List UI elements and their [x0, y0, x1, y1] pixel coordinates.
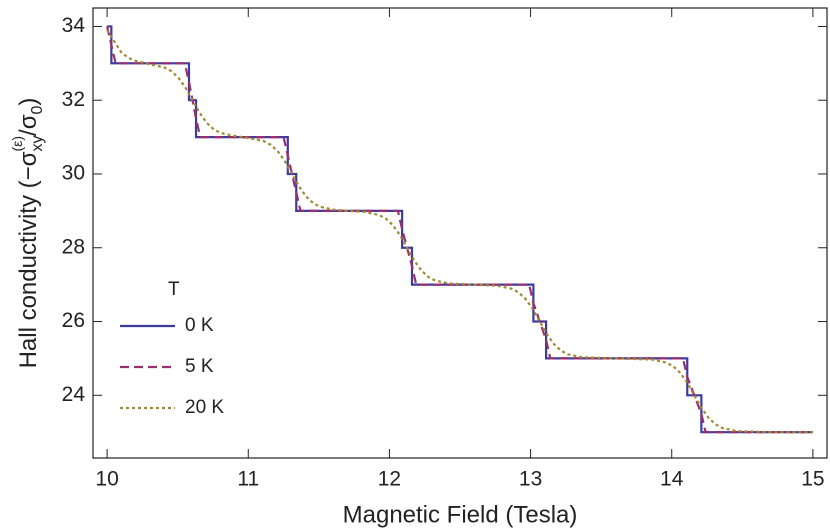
x-tick-label: 11 — [237, 468, 259, 491]
y-tick-label: 34 — [62, 14, 86, 37]
legend-label: 0 K — [185, 315, 214, 336]
plot-frame — [92, 7, 828, 459]
y-tick-label: 28 — [62, 235, 85, 258]
x-tick-label: 15 — [801, 468, 824, 491]
legend-label: 5 K — [185, 356, 214, 377]
y-tick-label: 26 — [62, 309, 85, 332]
series-line — [106, 29, 813, 434]
y-label-part: /σ — [15, 114, 42, 136]
series-line — [106, 26, 813, 434]
y-label-part: (ε) — [9, 136, 25, 152]
x-tick-label: 12 — [378, 468, 401, 491]
y-tick-label: 30 — [62, 162, 85, 185]
x-axis-label: Magnetic Field (Tesla) — [343, 501, 578, 528]
y-axis-label: Hall conductivity (−σxy(ε)/σ0) — [9, 98, 47, 369]
y-label-part: ) — [15, 98, 42, 106]
x-tick-label: 13 — [519, 468, 542, 491]
y-tick-label: 32 — [62, 88, 85, 111]
x-tick-label: 14 — [660, 468, 684, 491]
y-tick-label: 24 — [62, 383, 86, 406]
y-label-part: 0 — [29, 105, 46, 114]
y-label-part: xy — [29, 136, 46, 152]
y-label-part: Hall conductivity (−σ — [15, 151, 42, 368]
x-tick-label: 10 — [95, 468, 118, 491]
legend-title: T — [168, 279, 180, 300]
legend-label: 20 K — [185, 397, 224, 418]
